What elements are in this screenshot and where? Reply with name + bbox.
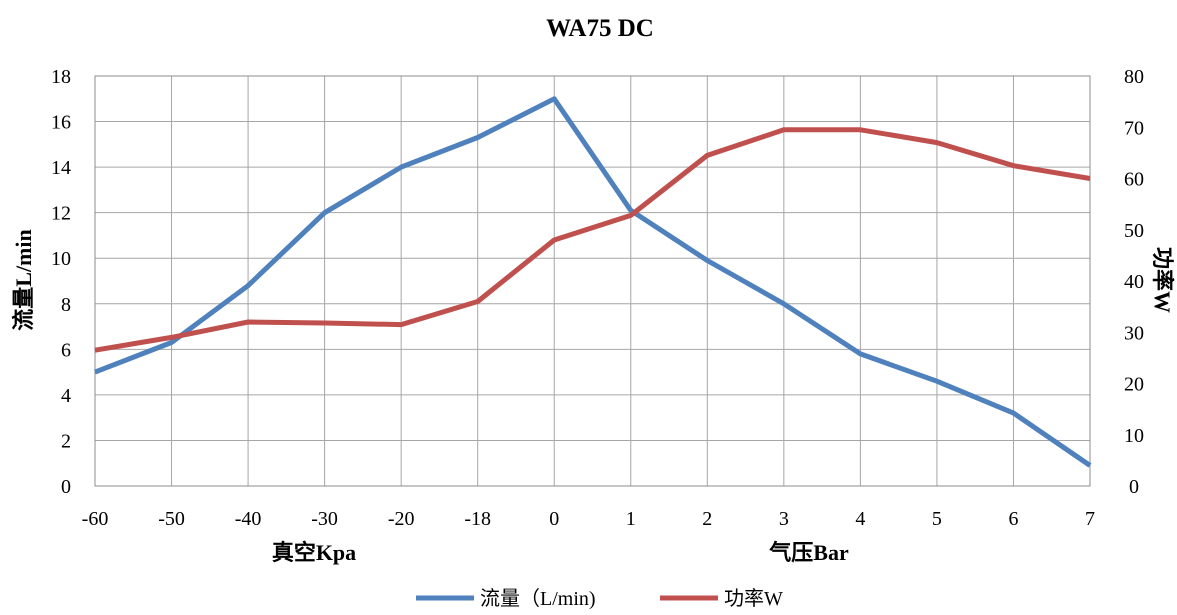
y-tick-left: 14: [51, 157, 71, 179]
y-tick-right: 60: [1124, 169, 1144, 191]
x-tick: 1: [626, 508, 636, 530]
y-axis-label-right: 功率W: [1150, 247, 1175, 313]
x-tick: 2: [702, 508, 712, 530]
x-tick: -20: [388, 508, 415, 530]
y-tick-left: 12: [51, 203, 71, 225]
chart-title: WA75 DC: [546, 15, 654, 42]
x-tick: 5: [932, 508, 942, 530]
plot-frame: [94, 75, 1091, 487]
plot-area: [94, 96, 1092, 468]
x-tick: -30: [311, 508, 338, 530]
y-tick-right: 80: [1124, 66, 1144, 88]
y-tick-left: 18: [51, 66, 71, 88]
y-tick-right: 20: [1124, 374, 1144, 396]
x-tick: -18: [464, 508, 491, 530]
y-tick-right: 40: [1124, 271, 1144, 293]
x-axis-label-pressure: 气压Bar: [768, 540, 849, 565]
y-tick-left: 8: [61, 294, 71, 316]
x-tick: 6: [1008, 508, 1018, 530]
x-tick: -50: [158, 508, 185, 530]
y-tick-right: 50: [1124, 220, 1144, 242]
y-tick-right: 10: [1124, 425, 1144, 447]
y-tick-left: 0: [61, 476, 71, 498]
x-tick: 4: [855, 508, 865, 530]
grid: [94, 75, 1091, 487]
y-axis-label-left: 流量L/min: [11, 229, 36, 330]
y-tick-left: 4: [61, 385, 71, 407]
y-tick-left: 2: [61, 430, 71, 452]
y-tick-left: 16: [51, 112, 71, 134]
series-line-1: [94, 127, 1091, 353]
y-tick-right: 70: [1124, 117, 1144, 139]
x-tick: 7: [1085, 508, 1095, 530]
y-tick-right: 30: [1124, 322, 1144, 344]
y-tick-left: 6: [61, 339, 71, 361]
x-axis-label-vacuum: 真空Kpa: [272, 540, 356, 565]
x-tick: -60: [82, 508, 109, 530]
x-tick: 3: [779, 508, 789, 530]
y-tick-left: 10: [51, 248, 71, 270]
y-tick-right: 0: [1129, 476, 1139, 498]
x-tick: 0: [549, 508, 559, 530]
legend: 流量（L/min) 功率W: [416, 587, 783, 610]
series-line-0: [94, 96, 1092, 468]
legend-label-0: 流量（L/min): [480, 587, 596, 610]
legend-label-1: 功率W: [724, 587, 783, 610]
x-tick: -40: [235, 508, 262, 530]
